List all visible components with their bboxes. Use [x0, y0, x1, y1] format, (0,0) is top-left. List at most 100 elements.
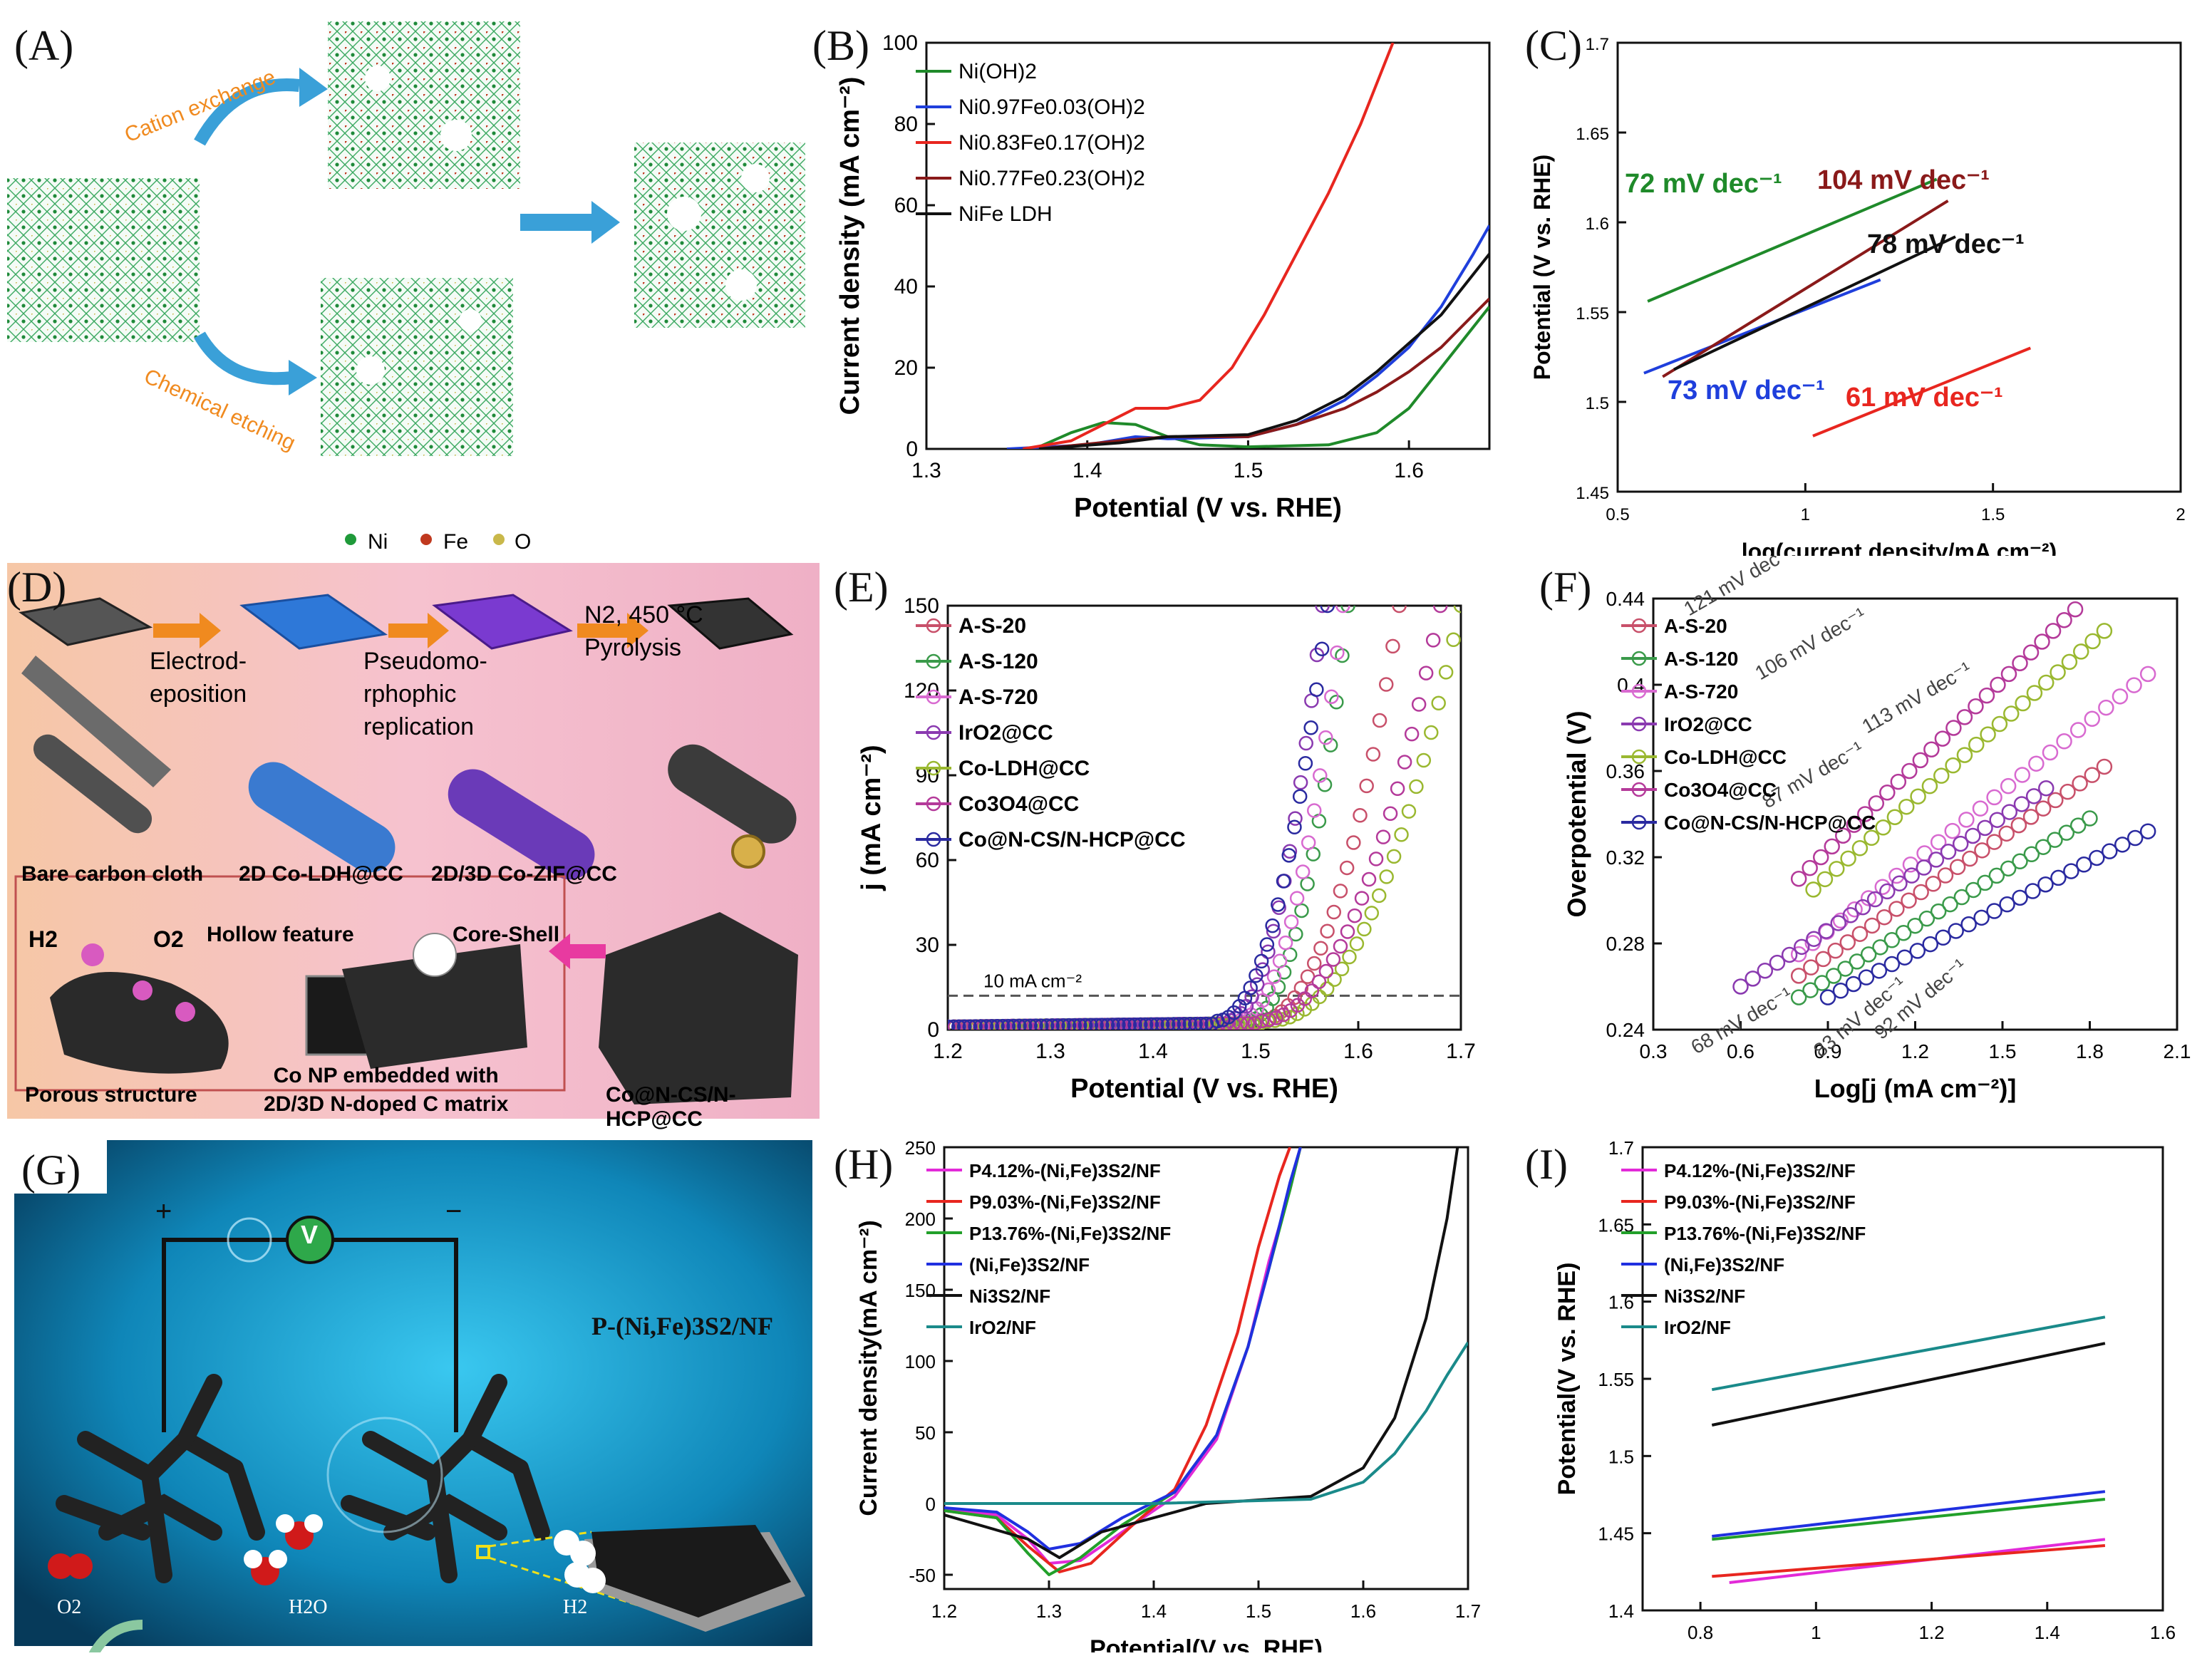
data-point: [1802, 982, 1819, 998]
data-point: [2114, 837, 2131, 853]
data-point: [1188, 1016, 1203, 1030]
data-point: [1986, 834, 2002, 850]
data-point: [1283, 914, 1299, 929]
x-tick-label: 0.3: [1640, 1040, 1668, 1062]
y-tick-label: 1.65: [1576, 125, 1609, 144]
data-point: [2139, 823, 2156, 839]
arrow-etching: [194, 331, 293, 385]
data-point: [1023, 1018, 1038, 1030]
lattice-etched: [321, 278, 513, 456]
data-point: [1840, 850, 1856, 867]
data-point: [1816, 871, 1834, 888]
data-point: [2073, 643, 2089, 660]
data-point: [1100, 1018, 1115, 1030]
data-point: [1353, 807, 1368, 823]
lattice-cation: [328, 21, 520, 189]
data-point: [1276, 1007, 1291, 1023]
panel-i-label: (I): [1525, 1141, 1568, 1188]
plot-frame: [943, 1146, 1469, 1590]
legend-marker: [926, 832, 941, 847]
y-tick-label: 1.5: [1608, 1446, 1634, 1467]
data-point: [1306, 956, 1322, 971]
x-tick-label: 0.6: [1727, 1040, 1754, 1062]
panel-e: (E) 1.2 1.3 1.4 1.5 1.6 1.7 0 30 60 90 120 150 Poten…: [827, 556, 1532, 1133]
name-bare-cloth: Bare carbon cloth: [21, 862, 204, 886]
data-point: [1073, 1018, 1087, 1030]
legend-marker: [926, 725, 941, 740]
data-point: [2001, 804, 2018, 820]
data-point: [951, 1019, 966, 1030]
data-point: [1361, 871, 1377, 887]
data-point: [1872, 939, 1888, 956]
data-point: [1986, 789, 2002, 806]
co-zif-mesh: [432, 594, 573, 650]
x-axis-label: Potential(V vs. RHE): [1090, 1635, 1323, 1652]
data-point: [1346, 835, 1361, 850]
data-point: [1324, 689, 1339, 704]
data-point: [1372, 713, 1387, 728]
series-line: [1038, 253, 1489, 449]
lattice-pristine: [7, 178, 200, 342]
data-point: [2089, 849, 2105, 866]
data-point: [1948, 923, 1964, 939]
data-point: [1446, 632, 1461, 648]
series-line: [1647, 177, 1938, 303]
data-point: [1339, 860, 1355, 876]
data-point: [2042, 744, 2059, 761]
data-point: [2096, 623, 2113, 639]
data-point: [1149, 1017, 1164, 1030]
data-point: [1860, 946, 1877, 963]
x-tick-label: 1.7: [1455, 1600, 1481, 1622]
y-tick-label: 0.44: [1606, 588, 1645, 610]
data-point: [1039, 1018, 1055, 1030]
series-line: [944, 1341, 1468, 1505]
data-point: [2034, 633, 2050, 650]
legend-label: Ni(OH)2: [958, 60, 1037, 83]
data-point: [1937, 867, 1954, 884]
data-point: [1980, 726, 1996, 742]
data-point: [1313, 768, 1328, 783]
panel-d: Hollow feature (D) Electrod- eposition P…: [0, 556, 827, 1133]
panel-a: (A) Cation exchang: [0, 0, 805, 556]
data-point: [1851, 840, 1869, 857]
data-point: [1998, 825, 2015, 842]
data-point: [1028, 1018, 1043, 1030]
data-point: [1825, 968, 1842, 984]
y-tick-label: 1.45: [1576, 484, 1609, 503]
data-point: [2012, 655, 2028, 671]
x-tick-label: 2: [2176, 505, 2185, 524]
data-point: [1876, 909, 1893, 926]
x-tick-label: 0.9: [1814, 1040, 1842, 1062]
data-point: [1999, 896, 2015, 913]
series-line: [1038, 297, 1489, 449]
data-point: [1077, 1018, 1093, 1030]
data-point: [1105, 1018, 1120, 1030]
data-point: [1898, 798, 1915, 815]
data-point: [2126, 677, 2142, 693]
data-point: [1438, 665, 1454, 680]
data-point: [2022, 644, 2040, 661]
data-point: [978, 1019, 994, 1030]
data-point: [1930, 834, 1947, 851]
data-point: [2000, 777, 2017, 795]
data-point: [2096, 758, 2113, 775]
data-point: [2035, 800, 2052, 817]
y-tick-label: 1.7: [1586, 35, 1609, 54]
y-axis-label: Current density (mA cm⁻²): [835, 77, 865, 415]
data-point: [1401, 804, 1417, 819]
data-point: [1819, 989, 1836, 1005]
data-point: [948, 1019, 956, 1030]
legend-marker: [1631, 651, 1647, 666]
data-point: [1266, 969, 1282, 984]
tafel-slope-label: 104 mV dec⁻¹: [1817, 165, 1990, 195]
y-tick-label: 60: [894, 194, 918, 217]
legend-marker: [1631, 618, 1647, 633]
y-axis-label: Overpotential (V): [1562, 710, 1591, 917]
data-point: [1315, 606, 1330, 614]
data-point: [1127, 1017, 1142, 1030]
data-point: [2098, 699, 2114, 716]
data-point: [1891, 875, 1908, 892]
x-axis-label: Potential (V vs. RHE): [1070, 1074, 1338, 1104]
x-tick-label: 1: [1811, 1622, 1821, 1643]
data-point: [2061, 653, 2078, 671]
